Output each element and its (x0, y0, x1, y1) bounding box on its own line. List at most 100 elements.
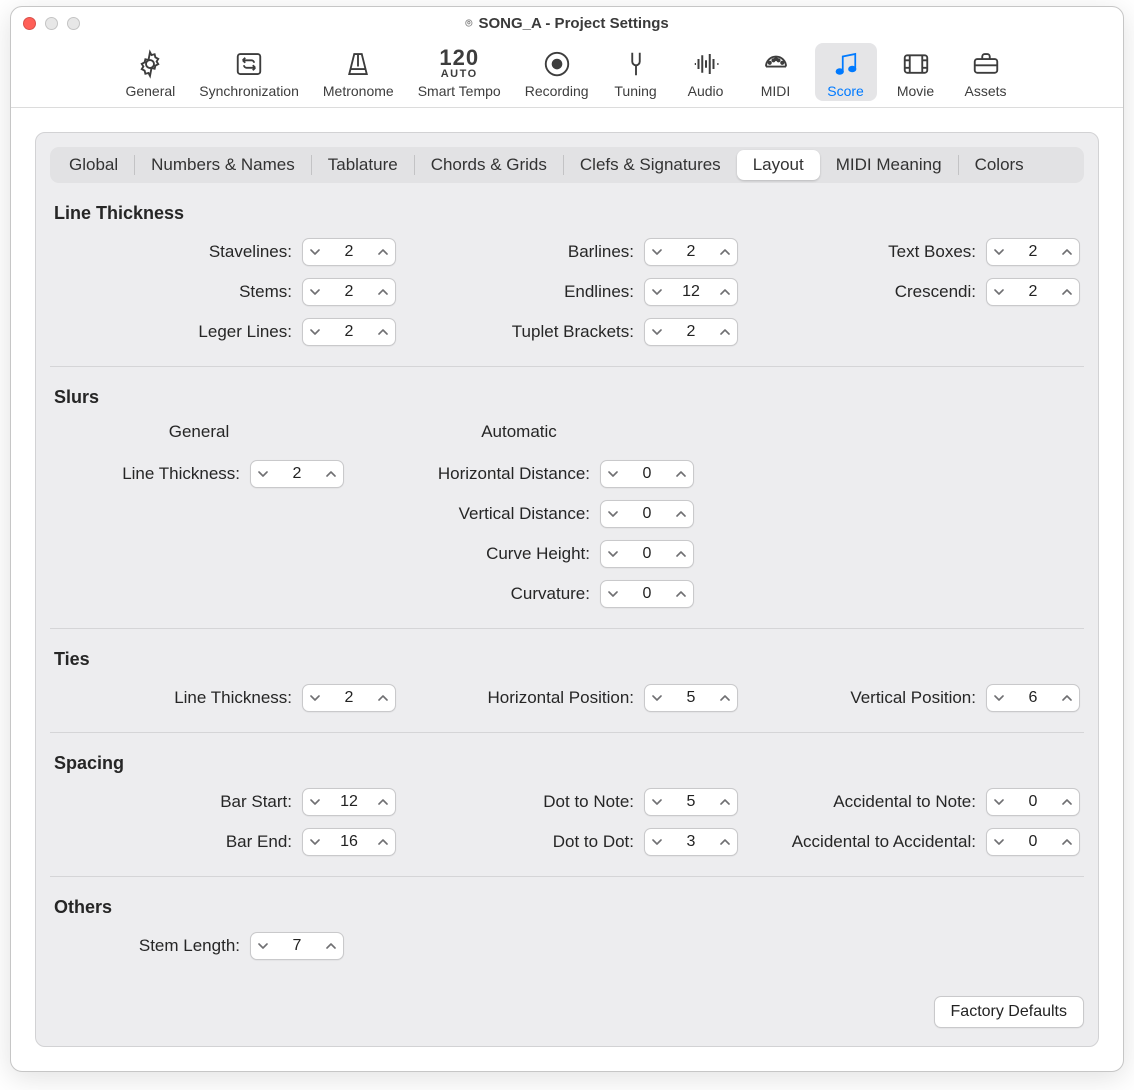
stepper-increment[interactable] (1055, 279, 1079, 305)
col-spacer (694, 422, 1080, 608)
stepper-increment[interactable] (1055, 685, 1079, 711)
factory-defaults-button[interactable]: Factory Defaults (934, 996, 1084, 1028)
stepper-text-boxes[interactable]: 2 (986, 238, 1080, 266)
stepper-crescendi[interactable]: 2 (986, 278, 1080, 306)
stepper-decrement[interactable] (601, 581, 625, 607)
tab-global[interactable]: Global (53, 150, 134, 180)
stepper-decrement[interactable] (601, 501, 625, 527)
stepper-increment[interactable] (371, 829, 395, 855)
stepper-endlines[interactable]: 12 (644, 278, 738, 306)
stepper-decrement[interactable] (303, 319, 327, 345)
toolbar-movie[interactable]: Movie (885, 43, 947, 101)
stepper-decrement[interactable] (987, 829, 1011, 855)
stepper-increment[interactable] (371, 239, 395, 265)
toolbar-assets[interactable]: Assets (955, 43, 1017, 101)
stepper-decrement[interactable] (645, 685, 669, 711)
stepper-increment[interactable] (713, 789, 737, 815)
stepper-curve-height[interactable]: 0 (600, 540, 694, 568)
stepper-stems[interactable]: 2 (302, 278, 396, 306)
stepper-increment[interactable] (669, 581, 693, 607)
stepper-decrement[interactable] (645, 239, 669, 265)
stepper-increment[interactable] (319, 461, 343, 487)
toolbar-label: General (125, 83, 175, 99)
stepper-line-thickness[interactable]: 2 (250, 460, 344, 488)
tab-colors[interactable]: Colors (959, 150, 1040, 180)
stepper-increment[interactable] (669, 501, 693, 527)
stepper-decrement[interactable] (251, 933, 275, 959)
stepper-increment[interactable] (713, 319, 737, 345)
toolbar-midi[interactable]: MIDI (745, 43, 807, 101)
stepper-increment[interactable] (669, 461, 693, 487)
stepper-decrement[interactable] (645, 789, 669, 815)
stepper-increment[interactable] (371, 279, 395, 305)
toolbar-recording[interactable]: Recording (517, 43, 597, 101)
tab-numbers-names[interactable]: Numbers & Names (135, 150, 311, 180)
stepper-decrement[interactable] (303, 279, 327, 305)
stepper-increment[interactable] (319, 933, 343, 959)
stepper-stavelines[interactable]: 2 (302, 238, 396, 266)
stepper-increment[interactable] (669, 541, 693, 567)
stepper-decrement[interactable] (645, 319, 669, 345)
field-label: Bar Start: (220, 792, 292, 812)
stepper-dot-to-note[interactable]: 5 (644, 788, 738, 816)
stepper-accidental-to-accidental[interactable]: 0 (986, 828, 1080, 856)
tab-clefs-signatures[interactable]: Clefs & Signatures (564, 150, 737, 180)
stepper-increment[interactable] (371, 789, 395, 815)
stepper-decrement[interactable] (987, 789, 1011, 815)
stepper-increment[interactable] (1055, 239, 1079, 265)
stepper-increment[interactable] (713, 685, 737, 711)
tab-tablature[interactable]: Tablature (312, 150, 414, 180)
stepper-increment[interactable] (713, 239, 737, 265)
stepper-leger-lines[interactable]: 2 (302, 318, 396, 346)
toolbar-label: Movie (897, 83, 934, 99)
tab-chords-grids[interactable]: Chords & Grids (415, 150, 563, 180)
stepper-increment[interactable] (1055, 789, 1079, 815)
stepper-decrement[interactable] (303, 239, 327, 265)
col-automatic: Automatic Horizontal Distance:0Vertical … (344, 422, 694, 608)
window-zoom-button[interactable] (67, 17, 80, 30)
stepper-increment[interactable] (371, 685, 395, 711)
toolbar-score[interactable]: Score (815, 43, 877, 101)
stepper-tuplet-brackets[interactable]: 2 (644, 318, 738, 346)
stepper-horizontal-distance[interactable]: 0 (600, 460, 694, 488)
stepper-decrement[interactable] (251, 461, 275, 487)
stepper-increment[interactable] (371, 319, 395, 345)
stepper-curvature[interactable]: 0 (600, 580, 694, 608)
stepper-vertical-position[interactable]: 6 (986, 684, 1080, 712)
stepper-decrement[interactable] (987, 239, 1011, 265)
stepper-decrement[interactable] (601, 461, 625, 487)
stepper-decrement[interactable] (987, 685, 1011, 711)
window-close-button[interactable] (23, 17, 36, 30)
col: Stavelines:2Stems:2Leger Lines:2 (54, 238, 396, 346)
stepper-barlines[interactable]: 2 (644, 238, 738, 266)
toolbar-tuning[interactable]: Tuning (605, 43, 667, 101)
stepper-stem-length[interactable]: 7 (250, 932, 344, 960)
window-minimize-button[interactable] (45, 17, 58, 30)
toolbar-general[interactable]: General (117, 43, 183, 101)
stepper-accidental-to-note[interactable]: 0 (986, 788, 1080, 816)
footer: Factory Defaults (50, 984, 1084, 1028)
field-accidental-to-note: Accidental to Note:0 (738, 788, 1080, 816)
stepper-increment[interactable] (713, 279, 737, 305)
stepper-decrement[interactable] (303, 685, 327, 711)
stepper-decrement[interactable] (303, 789, 327, 815)
stepper-increment[interactable] (713, 829, 737, 855)
tab-midi-meaning[interactable]: MIDI Meaning (820, 150, 958, 180)
stepper-bar-end[interactable]: 16 (302, 828, 396, 856)
stepper-decrement[interactable] (303, 829, 327, 855)
stepper-decrement[interactable] (645, 829, 669, 855)
toolbar-smart-tempo[interactable]: 120 AUTO Smart Tempo (410, 43, 509, 101)
tab-layout[interactable]: Layout (737, 150, 820, 180)
stepper-increment[interactable] (1055, 829, 1079, 855)
toolbar-synchronization[interactable]: Synchronization (191, 43, 307, 101)
stepper-vertical-distance[interactable]: 0 (600, 500, 694, 528)
stepper-decrement[interactable] (645, 279, 669, 305)
stepper-horizontal-position[interactable]: 5 (644, 684, 738, 712)
stepper-line-thickness[interactable]: 2 (302, 684, 396, 712)
toolbar-metronome[interactable]: Metronome (315, 43, 402, 101)
stepper-decrement[interactable] (601, 541, 625, 567)
stepper-bar-start[interactable]: 12 (302, 788, 396, 816)
toolbar-audio[interactable]: Audio (675, 43, 737, 101)
stepper-decrement[interactable] (987, 279, 1011, 305)
stepper-dot-to-dot[interactable]: 3 (644, 828, 738, 856)
